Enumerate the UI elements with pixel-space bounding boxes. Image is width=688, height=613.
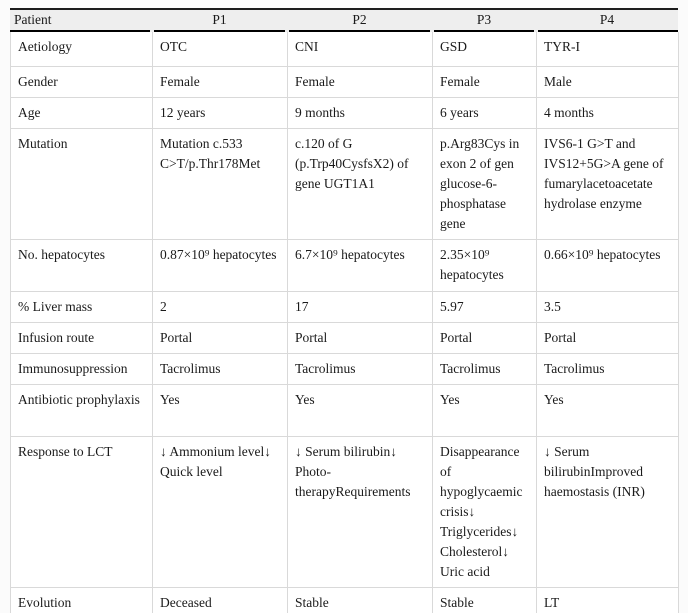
table-cell: Portal xyxy=(287,321,433,354)
row-label: Mutation xyxy=(10,127,153,240)
table-cell: Tacrolimus xyxy=(287,352,433,385)
table-cell: CNI xyxy=(287,32,433,67)
row-immunosuppression: Immunosuppression Tacrolimus Tacrolimus … xyxy=(10,352,679,385)
header-p3: P3 xyxy=(432,10,536,32)
table-cell: Portal xyxy=(432,321,537,354)
table-cell: Female xyxy=(287,65,433,98)
table-cell: 17 xyxy=(287,290,433,323)
table-cell: Portal xyxy=(536,321,679,354)
table-cell: 6.7×10⁹ hepatocytes xyxy=(287,238,433,292)
table-cell: 2 xyxy=(152,290,288,323)
table-cell: 0.87×10⁹ hepatocytes xyxy=(152,238,288,292)
row-no-hepatocytes: No. hepatocytes 0.87×10⁹ hepatocytes 6.7… xyxy=(10,238,679,292)
row-evolution: Evolution Deceased Stable Stable LT xyxy=(10,586,679,613)
table-cell: Yes xyxy=(536,383,679,437)
patient-characteristics-table: Patient P1 P2 P3 P4 Aetiology OTC CNI GS… xyxy=(10,8,679,613)
row-label: Immunosuppression xyxy=(10,352,153,385)
table-cell: ↓ Serum bilirubin↓ Photo-therapyRequirem… xyxy=(287,435,433,588)
table-cell: c.120 of G (p.Trp40CysfsX2) of gene UGT1… xyxy=(287,127,433,240)
row-label: Infusion route xyxy=(10,321,153,354)
row-label: Aetiology xyxy=(10,32,153,67)
table-cell: Yes xyxy=(432,383,537,437)
table-cell: Tacrolimus xyxy=(152,352,288,385)
table-cell: Male xyxy=(536,65,679,98)
table-cell: Tacrolimus xyxy=(536,352,679,385)
row-gender: Gender Female Female Female Male xyxy=(10,65,679,98)
table-cell: Deceased xyxy=(152,586,288,613)
row-label: Response to LCT xyxy=(10,435,153,588)
table-cell: Disappearance of hypoglycaemic crisis↓ T… xyxy=(432,435,537,588)
table-cell: 4 months xyxy=(536,96,679,129)
row-label: % Liver mass xyxy=(10,290,153,323)
table-cell: Tacrolimus xyxy=(432,352,537,385)
row-response-to-lct: Response to LCT ↓ Ammonium level↓ Quick … xyxy=(10,435,679,588)
table-cell: Female xyxy=(152,65,288,98)
header-p4: P4 xyxy=(536,10,678,32)
header-p2: P2 xyxy=(287,10,432,32)
table-cell: 2.35×10⁹ hepatocytes xyxy=(432,238,537,292)
table-cell: Female xyxy=(432,65,537,98)
row-liver-mass: % Liver mass 2 17 5.97 3.5 xyxy=(10,290,679,323)
table-body: Aetiology OTC CNI GSD TYR-I Gender Femal… xyxy=(10,32,679,613)
row-mutation: Mutation Mutation c.533 C>T/p.Thr178Met … xyxy=(10,127,679,240)
table-cell: GSD xyxy=(432,32,537,67)
table-cell: p.Arg83Cys in exon 2 of gen glucose-6-ph… xyxy=(432,127,537,240)
row-label: Gender xyxy=(10,65,153,98)
table-cell: Mutation c.533 C>T/p.Thr178Met xyxy=(152,127,288,240)
row-infusion-route: Infusion route Portal Portal Portal Port… xyxy=(10,321,679,354)
row-age: Age 12 years 9 months 6 years 4 months xyxy=(10,96,679,129)
table-cell: Stable xyxy=(432,586,537,613)
table-cell: IVS6-1 G>T and IVS12+5G>A gene of fumary… xyxy=(536,127,679,240)
table-cell: OTC xyxy=(152,32,288,67)
table-cell: 9 months xyxy=(287,96,433,129)
row-label: No. hepatocytes xyxy=(10,238,153,292)
table-cell: 5.97 xyxy=(432,290,537,323)
table-cell: Yes xyxy=(287,383,433,437)
row-aetiology: Aetiology OTC CNI GSD TYR-I xyxy=(10,32,679,67)
table-cell: LT xyxy=(536,586,679,613)
table-cell: 3.5 xyxy=(536,290,679,323)
table-cell: Portal xyxy=(152,321,288,354)
table-cell: TYR-I xyxy=(536,32,679,67)
table-cell: 0.66×10⁹ hepatocytes xyxy=(536,238,679,292)
table-cell: 12 years xyxy=(152,96,288,129)
table-cell: 6 years xyxy=(432,96,537,129)
row-label: Evolution xyxy=(10,586,153,613)
header-patient: Patient xyxy=(10,10,152,32)
row-label: Age xyxy=(10,96,153,129)
row-label: Antibiotic prophylaxis xyxy=(10,383,153,437)
table-cell: ↓ Serum bilirubinImproved haemostasis (I… xyxy=(536,435,679,588)
header-p1: P1 xyxy=(152,10,287,32)
table-cell: Stable xyxy=(287,586,433,613)
table-cell: Yes xyxy=(152,383,288,437)
table-header-row: Patient P1 P2 P3 P4 xyxy=(10,8,678,32)
table-cell: ↓ Ammonium level↓ Quick level xyxy=(152,435,288,588)
row-antibiotic-prophylaxis: Antibiotic prophylaxis Yes Yes Yes Yes xyxy=(10,383,679,437)
